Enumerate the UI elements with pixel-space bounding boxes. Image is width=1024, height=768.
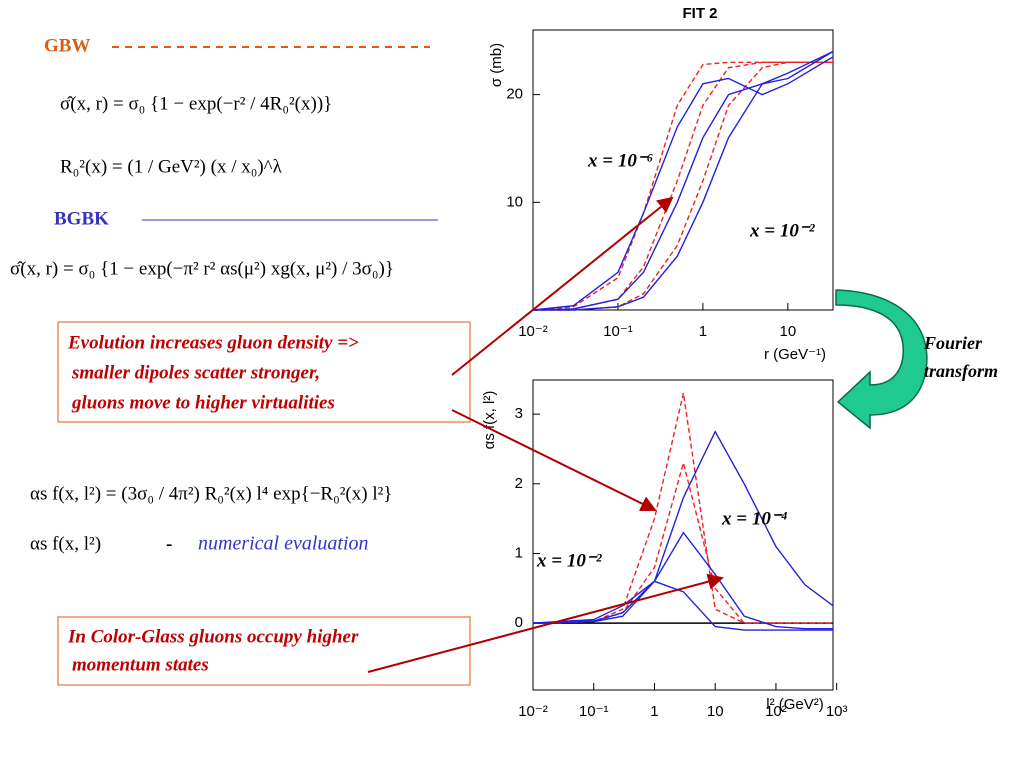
annotation: x = 10⁻² xyxy=(749,220,816,241)
series-line xyxy=(533,50,834,311)
chart-title: FIT 2 xyxy=(682,5,717,22)
annotation: x = 10⁻⁴ xyxy=(721,508,788,529)
annotation: x = 10⁻⁶ xyxy=(587,150,653,171)
x-tick-label: 10⁻² xyxy=(518,323,548,340)
x-axis-label: r (GeV⁻¹) xyxy=(764,346,826,363)
x-tick-label: 10⁻¹ xyxy=(603,323,633,340)
y-tick-label: 1 xyxy=(515,544,523,561)
x-axis-label: l² (GeV²) xyxy=(766,696,824,713)
series-line xyxy=(532,580,833,631)
y-axis-label: σ (mb) xyxy=(488,43,505,87)
dash: - xyxy=(166,533,172,554)
y-tick-label: 0 xyxy=(515,614,523,631)
note-box xyxy=(57,616,471,686)
series-line xyxy=(532,393,833,624)
x-tick-label: 1 xyxy=(650,703,658,720)
numerical-note: numerical evaluation xyxy=(198,533,369,555)
gbw-formula: σ̂(x, r) = σ₀ {1 − exp(−r² / 4R₀²(x))} xyxy=(60,93,332,114)
plot-frame xyxy=(532,29,834,311)
series-line xyxy=(532,531,833,630)
x-tick-label: 10⁻² xyxy=(518,703,548,720)
y-tick-label: 20 xyxy=(506,86,523,103)
note-text: In Color-Glass gluons occupy higher xyxy=(67,626,359,647)
note-box xyxy=(57,321,471,423)
y-tick-label: 10 xyxy=(506,193,523,210)
y-tick-label: 3 xyxy=(515,405,523,422)
y-tick-label: 2 xyxy=(515,475,523,492)
formula: αs f(x, l²) xyxy=(30,533,101,554)
plot-frame xyxy=(532,379,834,691)
note-text: smaller dipoles scatter stronger, xyxy=(71,362,320,383)
bgbk-formula: σ̂(x, r) = σ₀ {1 − exp(−π² r² αs(μ²) xg(… xyxy=(10,258,394,279)
x-tick-label: 10 xyxy=(707,703,724,720)
y-axis-label: αs f(x, l²) xyxy=(481,391,498,450)
x-tick-label: 10⁻¹ xyxy=(579,703,609,720)
note-text: momentum states xyxy=(72,654,209,675)
series-line xyxy=(532,56,834,311)
fourier-arrow xyxy=(835,289,928,430)
x-tick-label: 1 xyxy=(699,323,707,340)
x-tick-label: 10³ xyxy=(826,703,848,720)
pointer-arrow xyxy=(451,196,674,376)
pointer-arrow xyxy=(367,573,724,673)
series-line xyxy=(532,61,833,311)
bgbk-label: BGBK xyxy=(54,208,109,229)
x-tick-label: 10 xyxy=(780,323,797,340)
series-line xyxy=(532,50,834,311)
series-line xyxy=(532,430,834,624)
x-tick-label: 10² xyxy=(765,703,787,720)
pointer-arrow xyxy=(451,409,657,511)
series-line xyxy=(532,61,833,311)
formula: αs f(x, l²) = (3σ₀ / 4π²) R₀²(x) l⁴ exp{… xyxy=(30,483,392,504)
note-text: gluons move to higher virtualities xyxy=(71,392,335,413)
gbw-formula: R₀²(x) = (1 / GeV²) (x / x₀)^λ xyxy=(60,156,283,177)
fourier-label: transform xyxy=(924,361,998,381)
note-text: Evolution increases gluon density => xyxy=(67,332,359,353)
fourier-label: Fourier xyxy=(923,333,983,353)
series-line xyxy=(533,61,833,311)
gbw-label: GBW xyxy=(44,35,90,56)
annotation: x = 10⁻² xyxy=(536,550,603,571)
